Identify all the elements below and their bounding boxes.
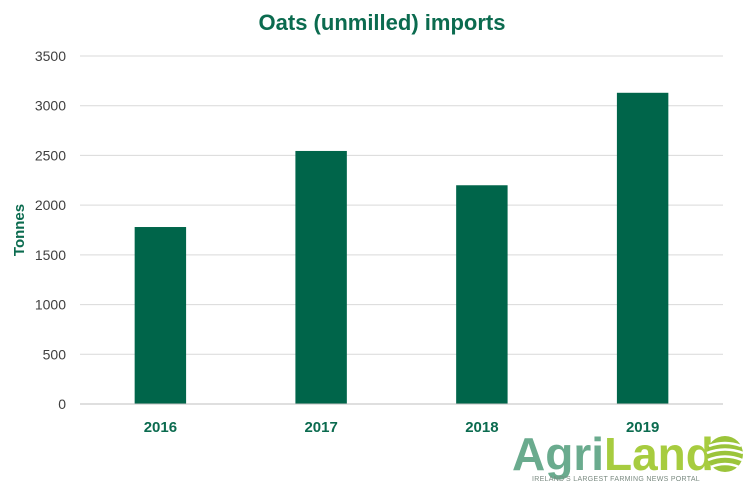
- bar-2016: [134, 227, 187, 404]
- y-tick-label: 2000: [35, 197, 66, 213]
- y-tick-labels: 0 500 1000 1500 2000 2500 3000 3500: [35, 48, 66, 412]
- logo-land: Land: [604, 428, 714, 480]
- field-row-3: [707, 455, 743, 462]
- y-tick-label: 3500: [35, 48, 66, 64]
- y-tick-label: 0: [58, 396, 66, 412]
- y-tick-label: 3000: [35, 98, 66, 114]
- agriland-logo: AgriLand IRELAND'S LARGEST FARMING NEWS …: [512, 428, 744, 483]
- x-tick-label-2018: 2018: [465, 419, 498, 436]
- logo-tagline: IRELAND'S LARGEST FARMING NEWS PORTAL: [532, 476, 700, 483]
- y-axis-label: Tonnes: [11, 204, 28, 256]
- y-tick-label: 2500: [35, 147, 66, 163]
- x-tick-label-2017: 2017: [304, 419, 337, 436]
- x-tick-label-2019: 2019: [626, 419, 659, 436]
- x-tick-label-2016: 2016: [144, 419, 177, 436]
- logo-wordmark: AgriLand: [512, 428, 714, 480]
- y-tick-label: 1000: [35, 297, 66, 313]
- field-row-1: [708, 441, 742, 448]
- grid-lines: [80, 55, 723, 355]
- y-tick-label: 1500: [35, 247, 66, 263]
- bar-2018: [456, 185, 508, 404]
- logo-agri: Agri: [512, 428, 604, 480]
- y-tick-label: 500: [43, 346, 67, 362]
- bar-2019: [616, 92, 669, 404]
- field-rows-icon: [706, 436, 744, 472]
- field-row-2: [706, 448, 744, 455]
- field-row-4: [710, 462, 740, 469]
- x-tick-labels: 2016 2017 2018 2019: [144, 419, 660, 436]
- bar-2017: [295, 150, 347, 404]
- chart-title: Oats (unmilled) imports: [259, 10, 506, 35]
- bars: [134, 92, 669, 404]
